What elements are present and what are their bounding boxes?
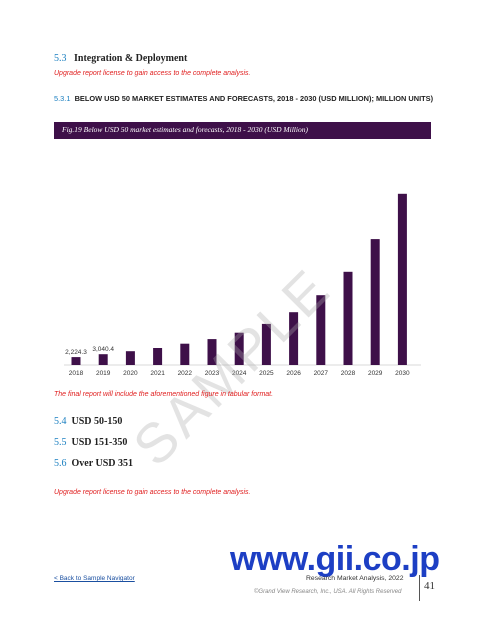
gii-logo: www.gii.co.jp [230, 540, 440, 578]
x-tick-label: 2030 [395, 370, 410, 377]
figure-caption: Fig.19 Below USD 50 market estimates and… [62, 125, 308, 134]
figure-caption-bar: Fig.19 Below USD 50 market estimates and… [54, 122, 431, 139]
section-title: Over USD 351 [71, 458, 133, 469]
bar-2029 [370, 239, 380, 365]
x-tick-label: 2025 [259, 370, 274, 377]
page-number: 41 [424, 580, 435, 592]
x-tick-label: 2020 [123, 370, 138, 377]
section-number: 5.4 [54, 416, 67, 427]
subsection-number: 5.3.1 [54, 94, 71, 103]
bar-2021 [153, 348, 163, 365]
page-number-divider [419, 575, 420, 601]
section-number: 5.6 [54, 458, 67, 469]
bar-2030 [397, 193, 407, 365]
bar-2022 [180, 343, 190, 365]
bar-2025 [261, 323, 271, 365]
x-tick-label: 2018 [69, 370, 84, 377]
report-title: Research Market Analysis, 2022 [306, 575, 404, 582]
x-tick-label: 2019 [96, 370, 111, 377]
section-5-5-heading: 5.5 USD 151-350 [54, 437, 127, 448]
section-number: 5.5 [54, 437, 67, 448]
section-number: 5.3 [54, 53, 67, 64]
bar-2026 [289, 312, 299, 365]
x-tick-label: 2027 [314, 370, 329, 377]
bar-2027 [316, 295, 326, 365]
data-label: 2,224.3 [65, 349, 87, 356]
tabular-note: The final report will include the aforem… [54, 391, 274, 398]
section-title: USD 50-150 [71, 416, 123, 427]
subsection-title: BELOW USD 50 MARKET ESTIMATES AND FORECA… [74, 94, 434, 103]
section-5-4-heading: 5.4 USD 50-150 [54, 416, 122, 427]
section-5-3-heading: 5.3 Integration & Deployment [54, 53, 187, 64]
bar-2020 [125, 351, 135, 365]
section-title: Integration & Deployment [74, 53, 188, 64]
bar-2028 [343, 271, 353, 365]
x-tick-label: 2022 [178, 370, 193, 377]
bar-chart: 2018 2,224.3 2019 3,040.4 2020 2021 2022 2023 20… [64, 193, 421, 377]
section-5-6-heading: 5.6 Over USD 351 [54, 458, 133, 469]
x-tick-label: 2029 [368, 370, 383, 377]
data-label: 3,040.4 [92, 346, 114, 353]
x-tick-label: 2024 [232, 370, 247, 377]
bar-2023 [207, 339, 217, 365]
x-tick-label: 2026 [286, 370, 301, 377]
bar-2024 [234, 332, 244, 365]
back-to-navigator-link[interactable]: < Back to Sample Navigator [54, 575, 135, 582]
upgrade-note: Upgrade report license to gain access to… [54, 489, 251, 496]
copyright: ©Grand View Research, Inc., USA. All Rig… [254, 589, 402, 595]
x-tick-label: 2023 [205, 370, 220, 377]
section-5-3-1-heading: 5.3.1 BELOW USD 50 MARKET ESTIMATES AND … [54, 94, 444, 104]
x-tick-label: 2021 [150, 370, 165, 377]
bar-2018 [71, 357, 81, 365]
bar-2019 [98, 354, 108, 365]
x-tick-label: 2028 [341, 370, 356, 377]
upgrade-note: Upgrade report license to gain access to… [54, 70, 251, 77]
section-title: USD 151-350 [71, 437, 128, 448]
